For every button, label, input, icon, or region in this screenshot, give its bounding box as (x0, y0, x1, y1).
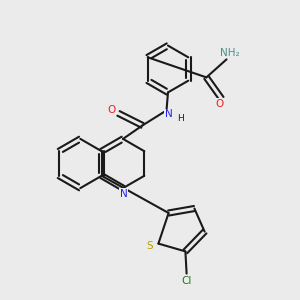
Text: S: S (147, 241, 153, 251)
Text: O: O (108, 105, 116, 115)
Text: N: N (165, 109, 172, 119)
Text: NH₂: NH₂ (220, 48, 239, 58)
Text: N: N (120, 189, 128, 199)
Text: Cl: Cl (182, 276, 192, 286)
Text: H: H (177, 114, 183, 123)
Text: O: O (216, 99, 224, 109)
